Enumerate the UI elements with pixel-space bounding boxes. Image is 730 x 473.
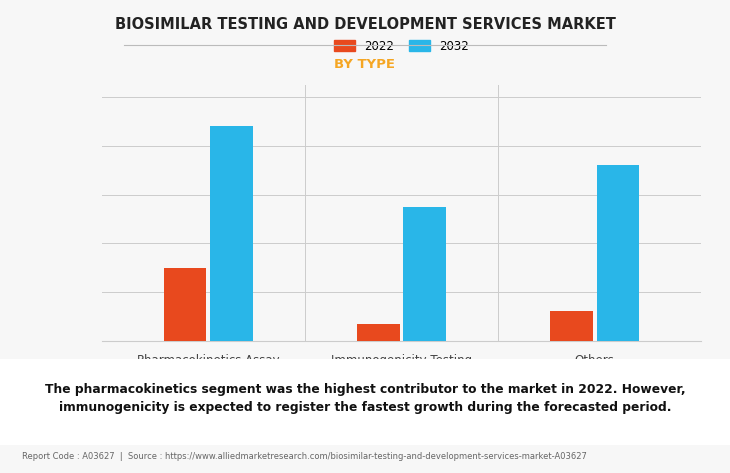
Bar — [404, 207, 446, 341]
Text: Report Code : A03627  |  Source : https://www.alliedmarketresearch.com/biosimila: Report Code : A03627 | Source : https://… — [22, 452, 587, 461]
Legend: 2022, 2032: 2022, 2032 — [329, 35, 474, 57]
Text: BY TYPE: BY TYPE — [334, 58, 396, 70]
Bar — [550, 311, 593, 341]
Text: BIOSIMILAR TESTING AND DEVELOPMENT SERVICES MARKET: BIOSIMILAR TESTING AND DEVELOPMENT SERVI… — [115, 17, 615, 32]
Bar — [357, 324, 399, 341]
Bar — [164, 268, 207, 341]
Bar — [596, 166, 639, 341]
Bar — [210, 126, 253, 341]
Text: The pharmacokinetics segment was the highest contributor to the market in 2022. : The pharmacokinetics segment was the hig… — [45, 383, 685, 414]
